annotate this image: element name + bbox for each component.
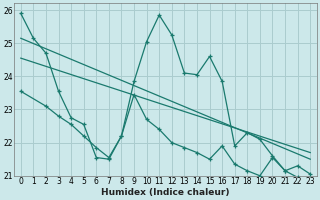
X-axis label: Humidex (Indice chaleur): Humidex (Indice chaleur) bbox=[101, 188, 230, 197]
